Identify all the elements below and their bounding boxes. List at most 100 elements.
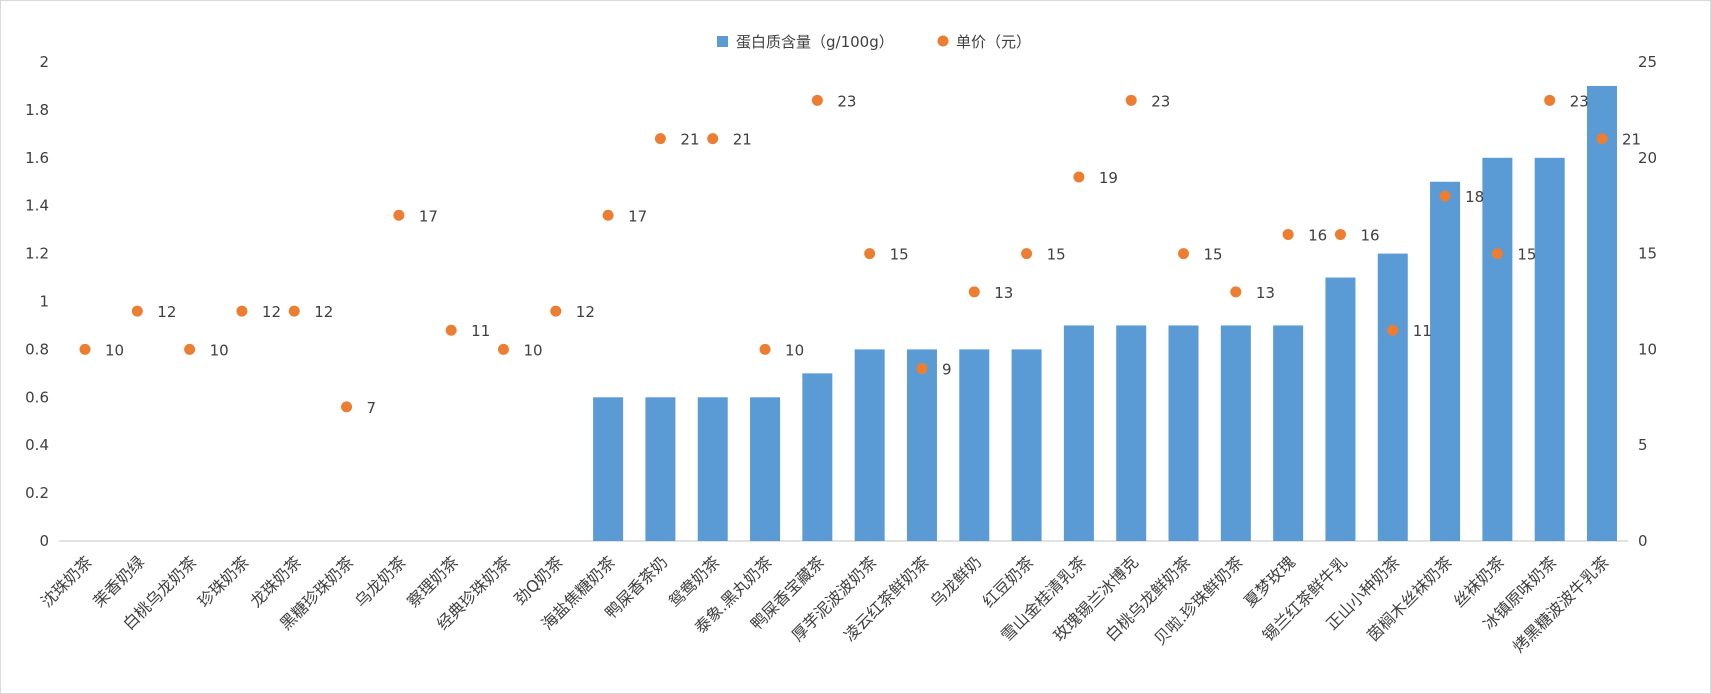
price-data-label: 11 [1413,322,1432,340]
legend-label-protein: 蛋白质含量（g/100g） [736,33,894,51]
price-data-label: 15 [890,246,909,264]
price-data-label: 15 [1204,246,1223,264]
legend-swatch-protein [717,36,728,47]
x-axis-tick-label: 珍珠奶茶 [194,552,253,611]
price-point [1439,190,1451,202]
price-data-label: 12 [576,303,595,321]
price-data-label: 16 [1308,226,1327,244]
price-point [968,286,980,298]
price-data-label: 10 [105,341,124,359]
bar [593,397,624,541]
left-axis-tick-label: 1.2 [25,245,49,263]
price-point [707,133,719,145]
price-point [1544,94,1556,106]
bar [1273,325,1304,541]
legend: 蛋白质含量（g/100g） 单价（元） [717,33,1031,51]
price-data-label: 10 [523,341,542,359]
price-point [131,305,143,317]
price-point [236,305,248,317]
price-point [811,94,823,106]
x-axis-tick-label: 乌龙鲜奶 [926,552,985,611]
price-point [1021,248,1033,260]
left-axis-tick-label: 2 [39,53,49,71]
price-point [1073,171,1085,183]
price-point [1334,228,1346,240]
right-axis-tick-label: 15 [1638,245,1657,263]
price-point [79,343,91,355]
bar [645,397,676,541]
right-axis-tick-label: 25 [1638,53,1657,71]
left-axis-tick-label: 1 [39,293,49,311]
bar [1325,277,1356,541]
price-point [916,363,928,375]
price-data-label: 7 [367,399,377,417]
bar [1220,325,1251,541]
left-axis-tick-label: 0.6 [25,388,49,406]
price-data-label: 10 [785,341,804,359]
price-data-label: 21 [1622,131,1641,149]
price-point [550,305,562,317]
bar [906,349,937,541]
price-point [602,209,614,221]
price-data-label: 17 [419,207,438,225]
bar [802,373,833,541]
bar [1116,325,1147,541]
price-point [1491,248,1503,260]
price-point [341,401,353,413]
price-data-label: 21 [733,131,752,149]
left-axis-tick-label: 1.6 [25,149,49,167]
bar [1534,157,1565,542]
price-point [1282,228,1294,240]
price-point [184,343,196,355]
price-data-label: 15 [1517,246,1536,264]
price-data-label: 23 [1570,92,1589,110]
left-axis-tick-label: 1.8 [25,101,49,119]
bar [1011,349,1042,541]
price-data-label: 17 [628,207,647,225]
bar [1587,85,1617,541]
price-point [445,324,457,336]
price-data-label: 12 [262,303,281,321]
bar [1482,157,1513,542]
x-axis-tick-label: 烤黑糖波波牛乳茶 [1509,552,1613,656]
bar [1063,325,1094,541]
left-axis-tick-label: 0.8 [25,340,49,358]
legend-label-price: 单价（元） [956,33,1031,51]
price-data-label: 12 [314,303,333,321]
price-point [497,343,509,355]
price-point [1178,248,1190,260]
price-point [1596,133,1608,145]
price-data-label: 13 [1256,284,1275,302]
price-point [1230,286,1242,298]
price-data-label: 23 [837,92,856,110]
bar [697,397,728,541]
price-data-label: 11 [471,322,490,340]
legend-swatch-price [937,35,949,47]
price-data-label: 16 [1360,226,1379,244]
bar [1377,253,1408,541]
bar [959,349,990,541]
price-point [1387,324,1399,336]
price-point [393,209,405,221]
price-point [1125,94,1137,106]
price-data-label: 21 [680,131,699,149]
bar [1168,325,1199,541]
x-axis-tick-label: 乌龙奶茶 [351,552,410,611]
left-axis-tick-label: 0.2 [25,484,49,502]
price-data-label: 9 [942,361,952,379]
right-axis-tick-label: 5 [1638,436,1648,454]
bar [854,349,885,541]
price-data-label: 18 [1465,188,1484,206]
left-axis-tick-label: 0.4 [25,436,49,454]
right-axis-tick-label: 10 [1638,340,1657,358]
price-point [654,133,666,145]
price-data-label: 23 [1151,92,1170,110]
price-point [864,248,876,260]
price-data-label: 12 [157,303,176,321]
price-data-label: 10 [210,341,229,359]
right-axis-tick-label: 0 [1638,532,1648,550]
left-axis-tick-label: 1.4 [25,197,49,215]
price-data-label: 19 [1099,169,1118,187]
right-axis-tick-label: 20 [1638,149,1657,167]
